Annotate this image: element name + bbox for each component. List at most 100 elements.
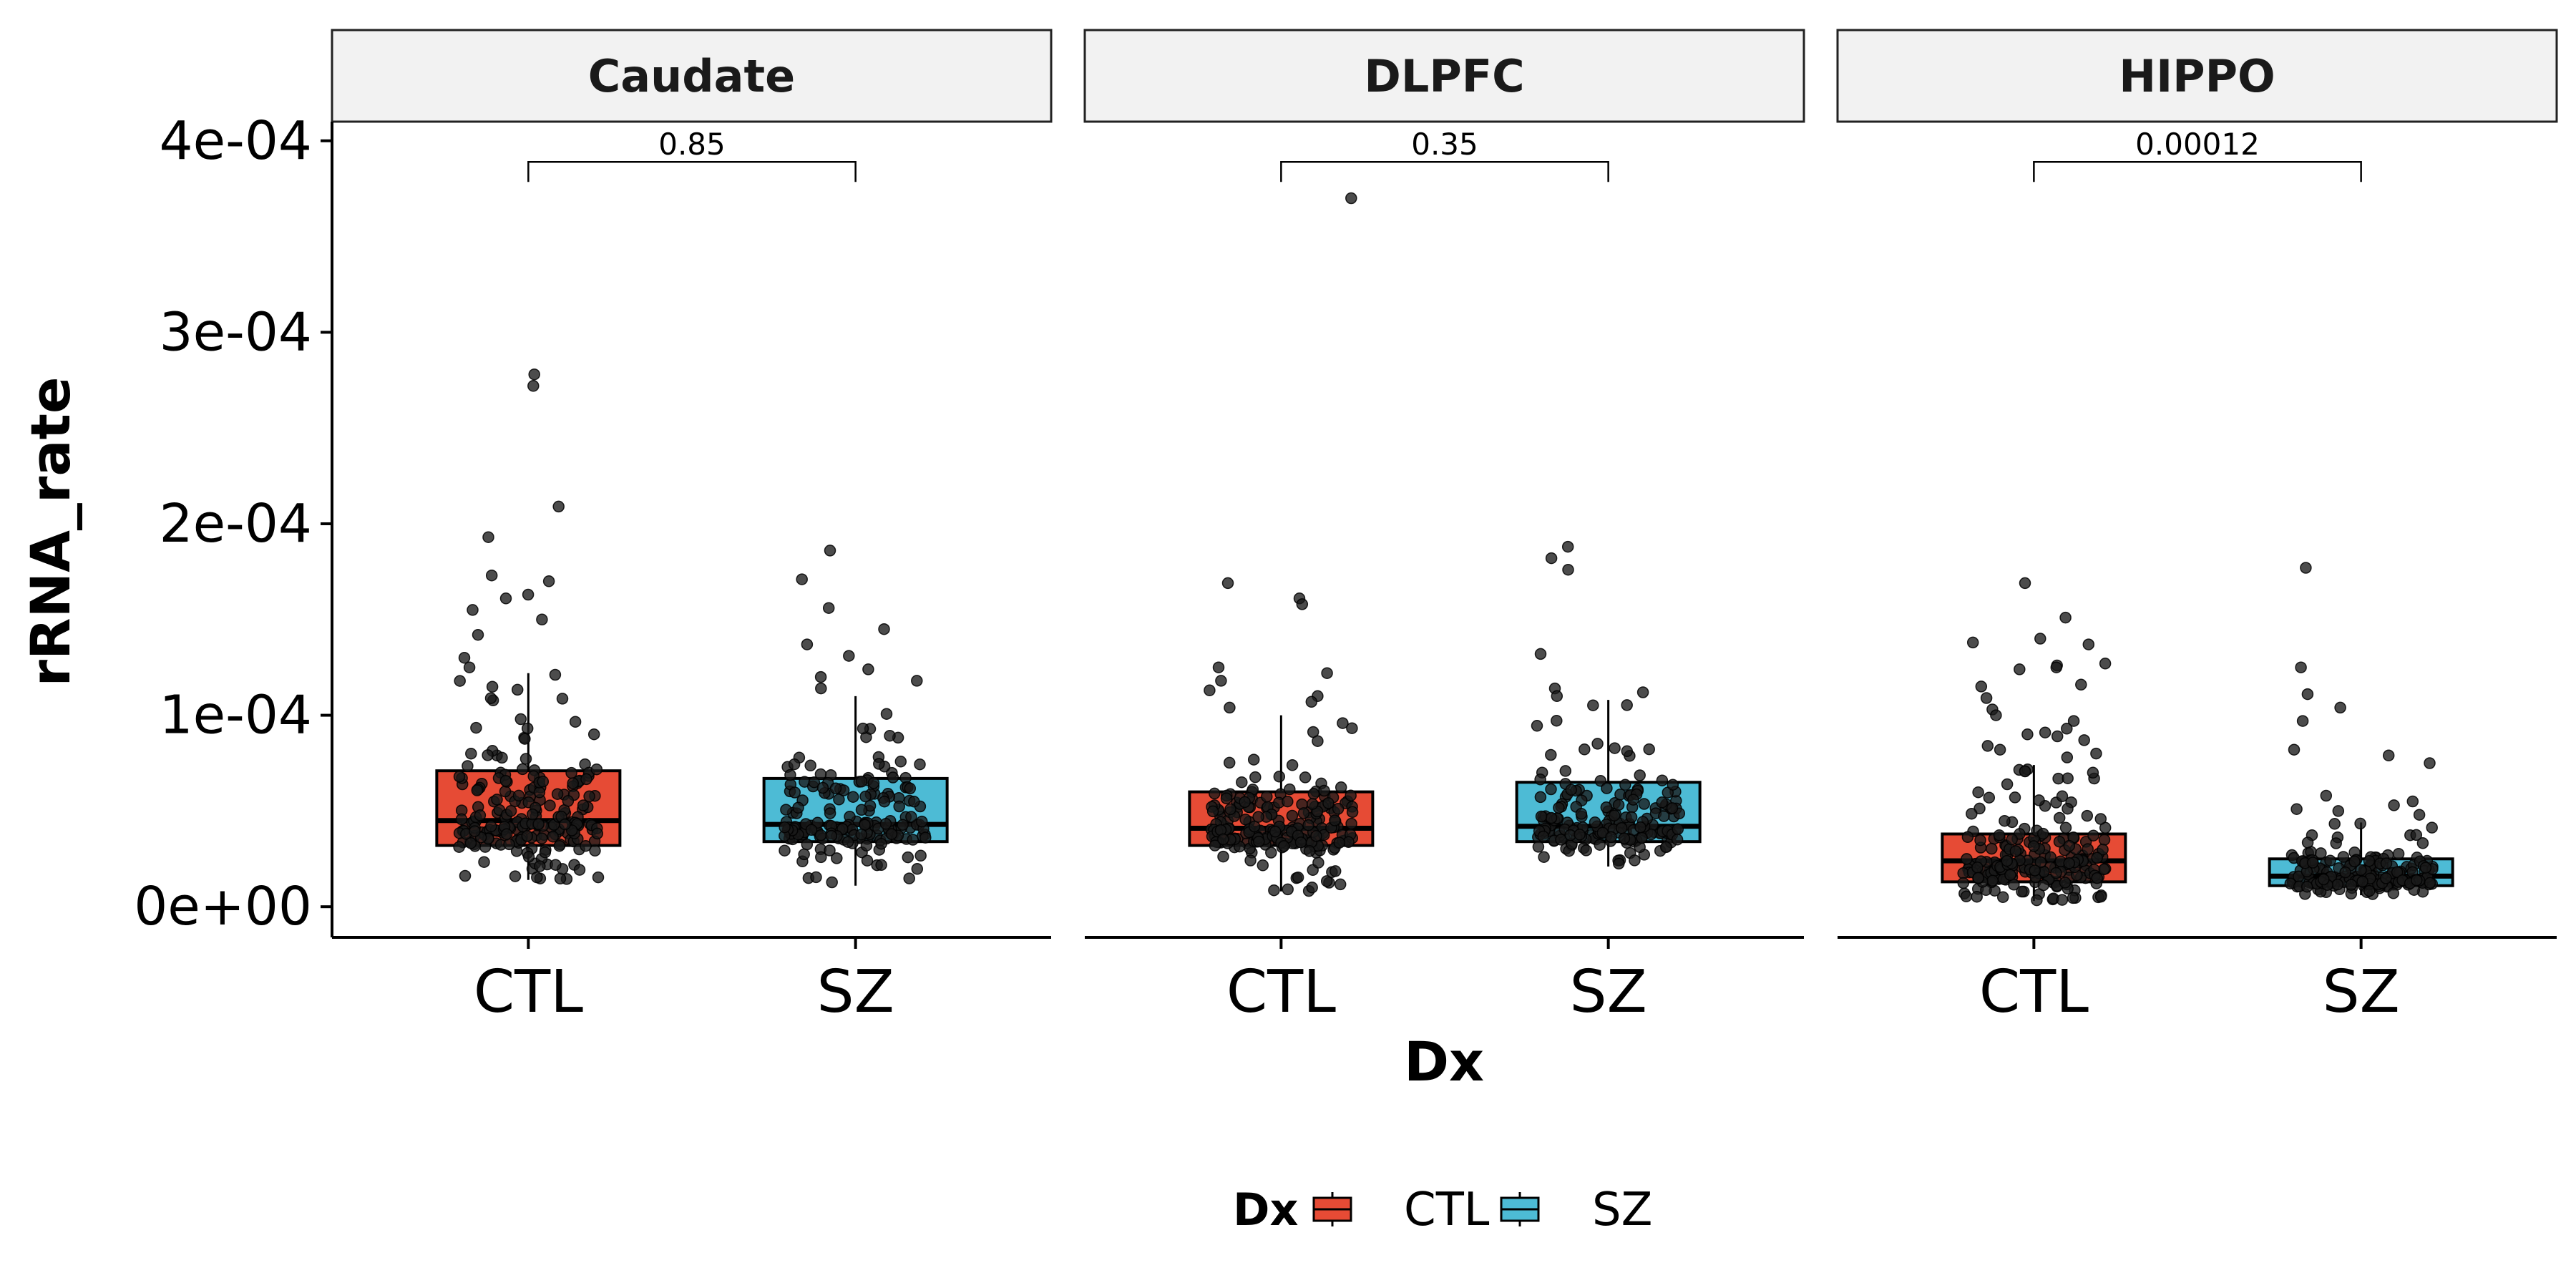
data-point: [491, 794, 503, 806]
data-point: [2382, 749, 2395, 762]
data-point: [1273, 771, 1286, 783]
data-point: [1538, 851, 1550, 863]
y-axis-title: rRNA_rate: [19, 376, 82, 686]
data-point: [1625, 811, 1638, 824]
data-point: [1221, 577, 1234, 590]
data-point: [521, 830, 534, 842]
data-point: [2363, 854, 2376, 867]
data-point: [1286, 759, 1299, 771]
data-point: [1986, 842, 1998, 855]
data-point: [519, 753, 532, 765]
data-point: [1589, 816, 1601, 829]
significance-bracket: [1280, 160, 1609, 182]
data-point: [2345, 879, 2358, 891]
y-axis: 0e+00 1e-04 2e-04 3e-04 4e-04: [134, 110, 333, 937]
data-point: [2028, 840, 2040, 852]
data-point: [1972, 872, 1984, 884]
data-point: [862, 663, 874, 675]
data-point: [1971, 862, 1984, 874]
data-point: [860, 839, 873, 852]
data-point: [465, 747, 477, 760]
data-point: [2031, 894, 2043, 907]
data-point: [2296, 715, 2309, 727]
data-point: [1249, 771, 1262, 784]
data-point: [1294, 836, 1307, 849]
data-point: [2056, 790, 2069, 803]
data-point: [2063, 857, 2075, 869]
data-point: [2059, 877, 2072, 889]
data-point: [2094, 813, 2107, 825]
significance-bracket: [2033, 160, 2362, 182]
data-point: [567, 777, 579, 789]
data-point: [1345, 817, 1357, 830]
data-point: [855, 776, 868, 788]
data-point: [1591, 738, 1604, 750]
data-point: [1278, 840, 1290, 852]
data-point: [1322, 797, 1335, 809]
data-point: [2416, 837, 2429, 849]
data-point: [1345, 192, 1357, 205]
x-tick-label: CTL: [474, 958, 583, 1026]
data-point: [2339, 866, 2351, 879]
legend-label: SZ: [1592, 1184, 1652, 1236]
data-point: [1601, 782, 1613, 794]
data-point: [459, 869, 472, 882]
data-point: [1986, 874, 1999, 887]
data-point: [500, 828, 513, 840]
data-point: [2021, 728, 2034, 741]
data-point: [916, 815, 928, 828]
p-value-label: 0.00012: [2135, 127, 2260, 162]
data-point: [1608, 809, 1621, 821]
data-point: [2301, 880, 2313, 893]
data-point: [2348, 855, 2361, 868]
data-point: [499, 785, 512, 798]
facet-strip-label: HIPPO: [2119, 50, 2275, 102]
data-point: [573, 864, 586, 876]
data-point: [2051, 730, 2064, 743]
data-point: [1535, 810, 1548, 823]
data-point: [2392, 847, 2405, 860]
data-point: [1335, 781, 1347, 794]
data-point: [2318, 873, 2330, 886]
data-point: [1634, 769, 1646, 781]
data-point: [779, 821, 791, 834]
data-point: [464, 837, 477, 849]
data-point: [1974, 834, 1986, 847]
data-point: [2039, 726, 2051, 738]
data-point: [504, 805, 517, 817]
data-point: [2059, 821, 2072, 834]
data-point: [1329, 814, 1341, 826]
data-point: [1217, 833, 1229, 846]
data-point: [815, 682, 827, 695]
data-point: [1580, 844, 1592, 857]
data-point: [1537, 830, 1550, 843]
data-point: [1627, 794, 1639, 806]
data-point: [1333, 836, 1346, 849]
facet-strip: [331, 29, 1053, 123]
data-point: [861, 854, 874, 867]
data-point: [2053, 811, 2066, 824]
data-point: [2406, 795, 2419, 808]
data-point: [2424, 757, 2436, 769]
data-point: [2004, 869, 2016, 881]
data-point: [499, 775, 512, 787]
data-point: [470, 721, 482, 734]
data-point: [919, 831, 932, 844]
data-point: [1619, 779, 1631, 791]
data-point: [911, 863, 924, 875]
data-point: [1656, 774, 1669, 786]
data-point: [780, 804, 792, 816]
x-tick-label: CTL: [1226, 958, 1336, 1026]
y-tick-label: 4e-04: [160, 110, 312, 172]
data-point: [855, 804, 868, 816]
data-point: [469, 825, 481, 837]
y-tick-label: 2e-04: [160, 493, 312, 555]
data-point: [1224, 701, 1236, 714]
data-point: [532, 818, 545, 830]
data-point: [1999, 814, 2011, 827]
data-point: [1553, 801, 1565, 814]
data-point: [534, 860, 546, 872]
data-point: [1239, 796, 1251, 809]
data-point: [1957, 877, 1970, 889]
data-point: [1579, 743, 1591, 756]
